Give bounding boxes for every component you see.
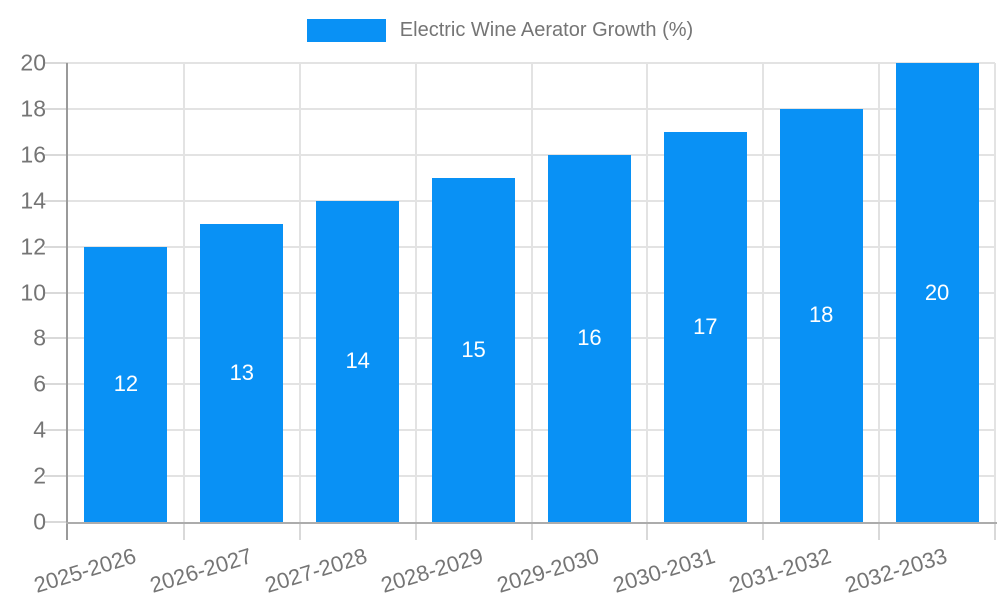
- y-axis-tick: [44, 521, 68, 523]
- x-gridline: [414, 63, 417, 522]
- y-axis-tick: [44, 107, 68, 110]
- y-axis-tick: [44, 383, 68, 386]
- x-axis-label: 2028-2029: [378, 543, 487, 598]
- x-axis-label: 2025-2026: [30, 543, 139, 598]
- x-gridline: [530, 63, 533, 522]
- x-gridline: [762, 63, 765, 522]
- y-axis-label: 10: [20, 279, 46, 305]
- y-axis-label: 16: [20, 141, 46, 168]
- x-axis-tick: [762, 524, 765, 540]
- y-axis-tick: [44, 475, 68, 478]
- y-axis-line: [66, 63, 68, 540]
- chart-legend[interactable]: Electric Wine Aerator Growth (%): [0, 19, 1000, 42]
- x-gridline: [646, 63, 649, 522]
- y-axis-tick: [44, 245, 68, 248]
- legend-swatch-icon: [306, 19, 386, 42]
- x-axis-tick: [878, 524, 881, 540]
- x-axis-tick: [646, 524, 649, 540]
- bar[interactable]: [895, 63, 979, 522]
- y-axis-tick: [44, 153, 68, 156]
- x-axis-line: [66, 522, 997, 524]
- x-axis-tick: [530, 524, 533, 540]
- x-gridline: [298, 63, 301, 522]
- bar[interactable]: [316, 200, 400, 522]
- x-gridline: [182, 63, 185, 522]
- y-axis-label: 2: [33, 462, 46, 489]
- y-axis-tick: [44, 199, 68, 202]
- y-axis-tick: [44, 429, 68, 432]
- bar[interactable]: [200, 223, 284, 522]
- y-axis-tick: [44, 291, 68, 294]
- bar[interactable]: [547, 154, 631, 522]
- x-axis-label: 2031-2032: [725, 543, 834, 598]
- y-axis-label: 12: [20, 233, 46, 260]
- x-axis-label: 2026-2027: [146, 543, 255, 598]
- x-axis-label: 2029-2030: [494, 543, 603, 598]
- bar[interactable]: [779, 108, 863, 522]
- legend-label: Electric Wine Aerator Growth (%): [399, 19, 694, 41]
- bar[interactable]: [432, 177, 516, 522]
- x-axis-label: 2030-2031: [610, 543, 719, 598]
- y-axis-label: 4: [33, 416, 46, 443]
- x-gridline: [994, 63, 996, 522]
- y-axis-label: 18: [20, 95, 46, 122]
- y-axis-tick: [44, 62, 68, 64]
- x-axis-tick: [182, 524, 185, 540]
- x-axis-tick: [414, 524, 417, 540]
- bar[interactable]: [663, 131, 747, 522]
- y-axis-tick: [44, 337, 68, 340]
- x-gridline: [878, 63, 881, 522]
- x-axis-tick: [298, 524, 301, 540]
- bar[interactable]: [84, 246, 168, 522]
- y-axis-label: 6: [33, 370, 46, 397]
- x-axis-tick: [994, 524, 996, 540]
- y-axis-label: 20: [20, 49, 46, 76]
- x-axis-label: 2027-2028: [262, 543, 371, 598]
- x-axis-label: 2032-2033: [841, 543, 950, 598]
- y-axis-label: 8: [33, 324, 46, 351]
- plot-area: 12 13 14 15 16 17 18 20: [44, 62, 997, 540]
- y-axis-label: 14: [20, 187, 46, 214]
- y-axis-label: 0: [33, 508, 46, 535]
